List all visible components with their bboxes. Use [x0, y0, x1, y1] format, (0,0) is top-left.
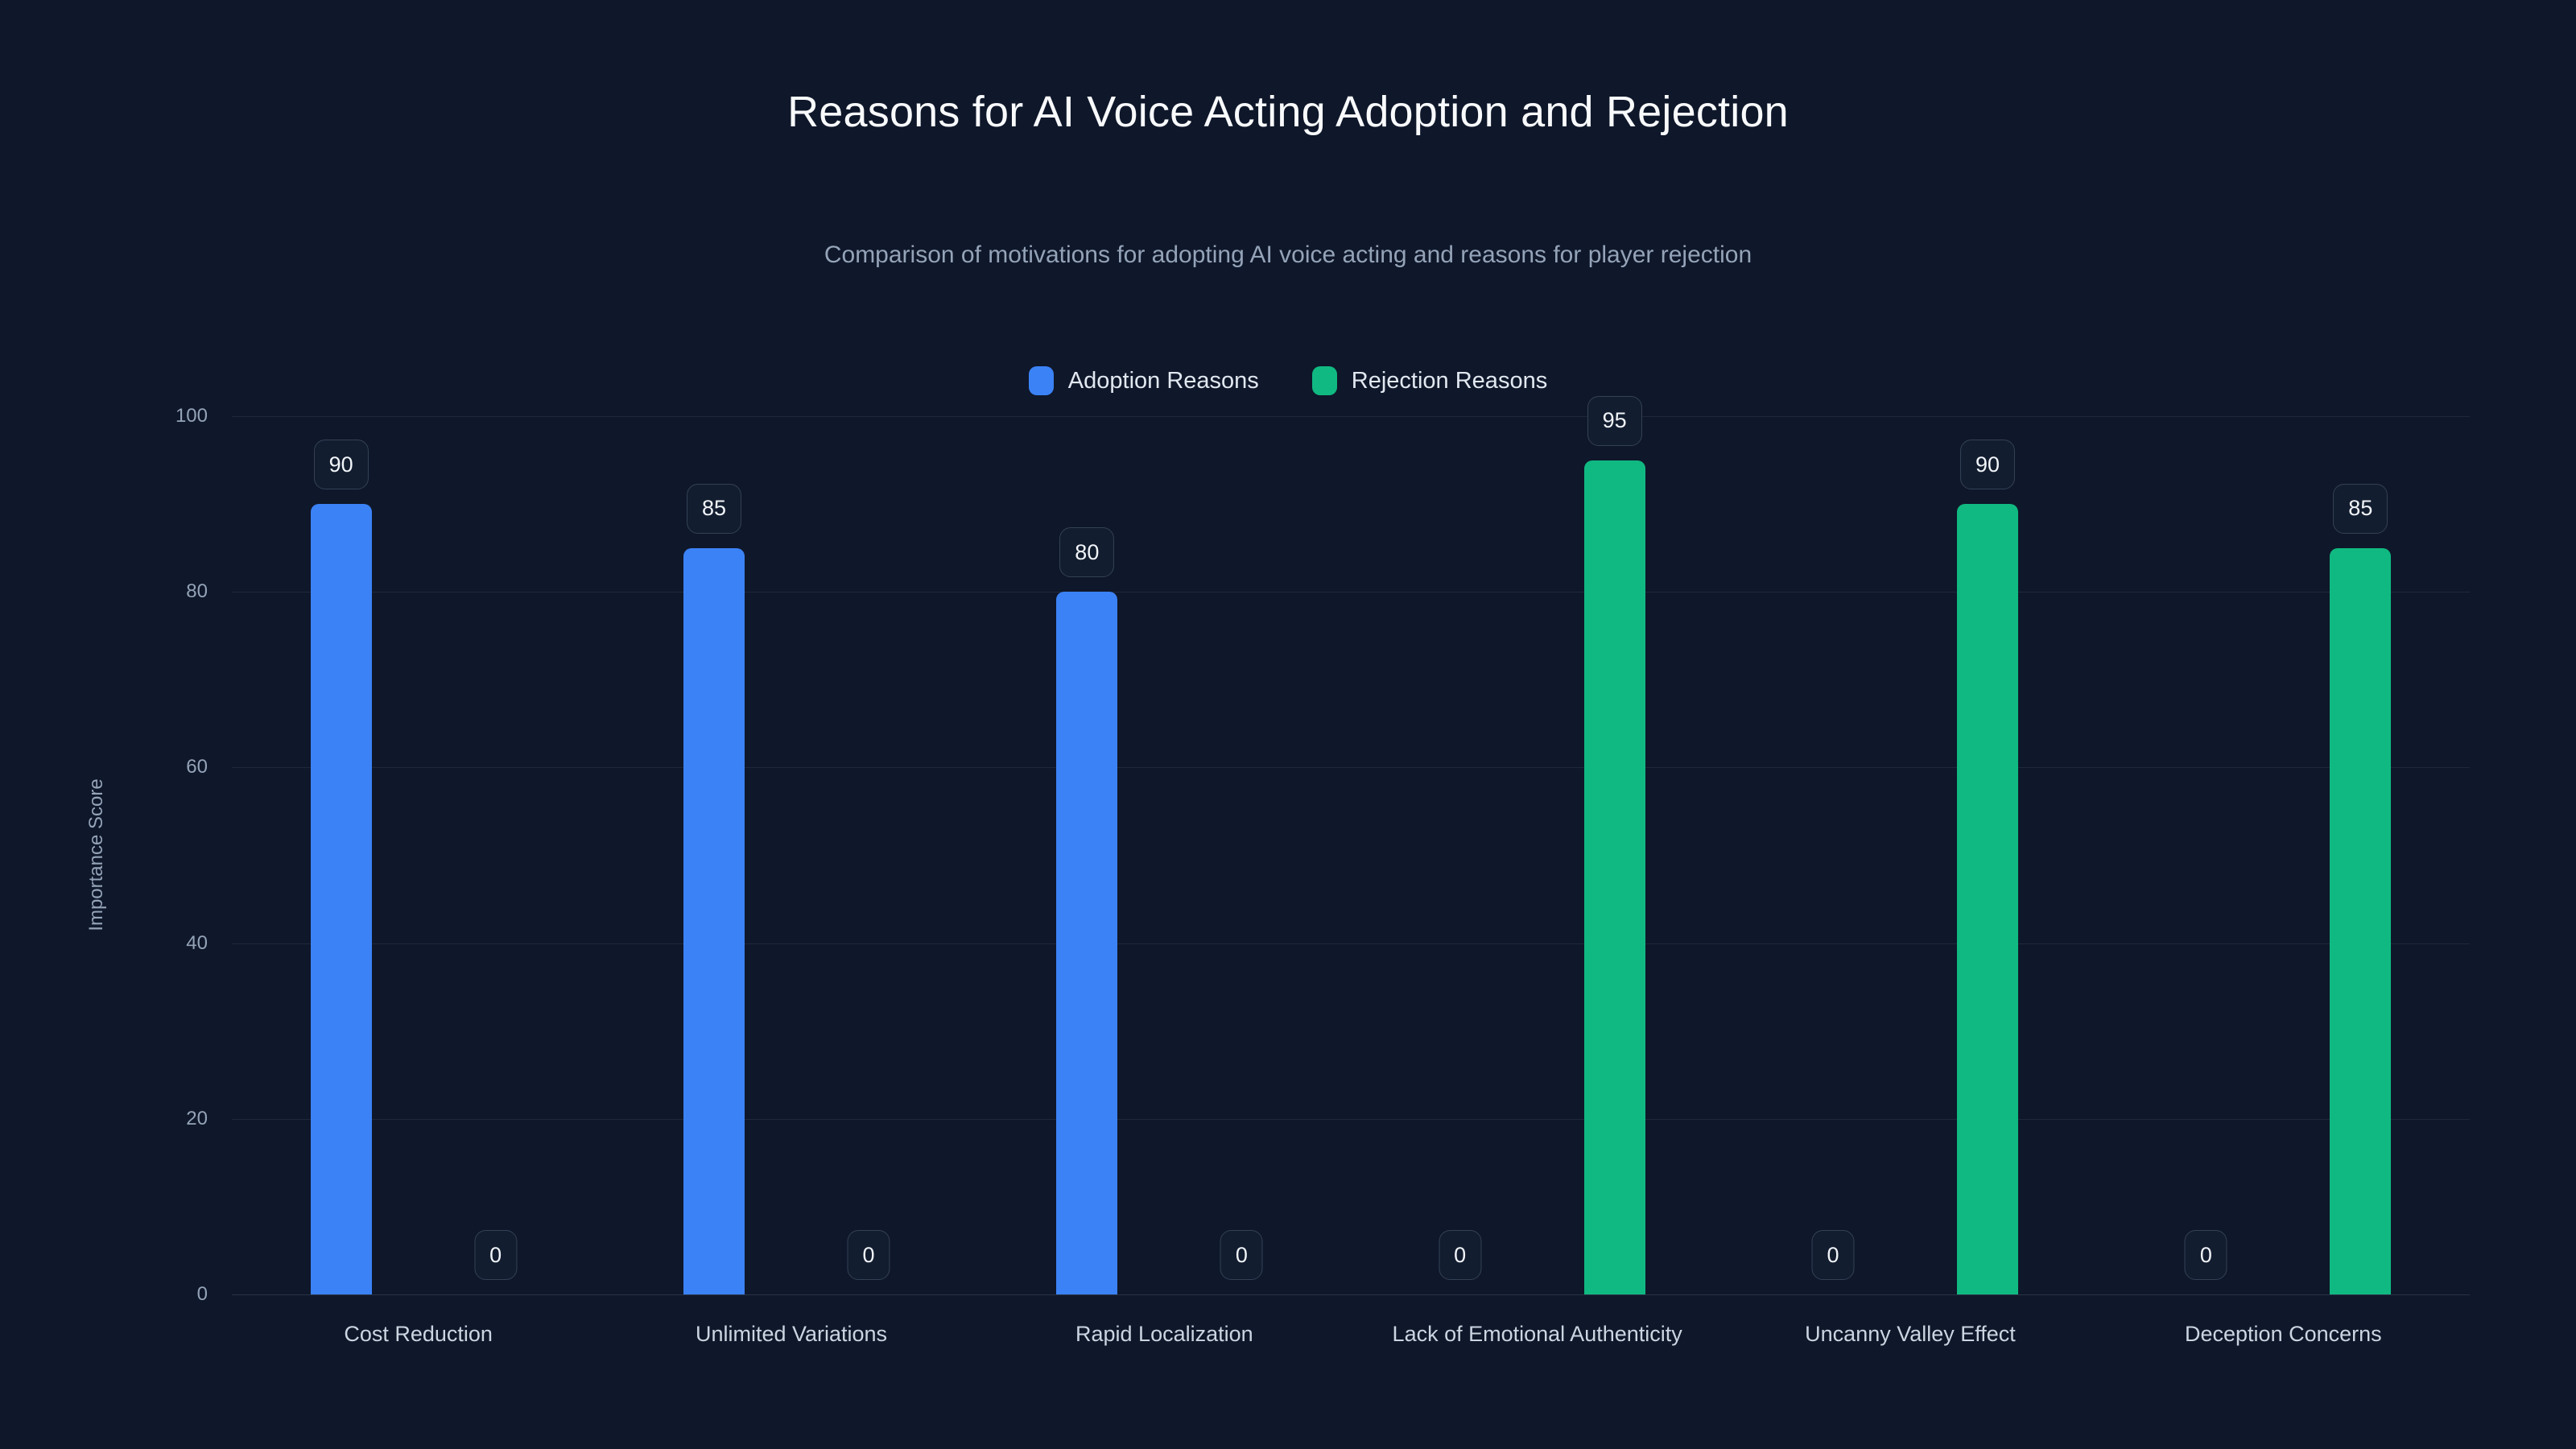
bar-0-0[interactable]: [310, 504, 372, 1294]
value-label-1-3: 95: [1587, 395, 1642, 446]
y-tick-label-0: 0: [196, 1283, 208, 1305]
value-label-0-4: 0: [1811, 1230, 1855, 1280]
x-axis-label-2: Rapid Localization: [1075, 1322, 1253, 1346]
bar-1-3[interactable]: [1583, 460, 1645, 1294]
x-axis-label-5: Deception Concerns: [2185, 1322, 2382, 1346]
bar-0-1[interactable]: [683, 547, 745, 1294]
y-tick-label-80: 80: [186, 580, 208, 603]
x-axis-label-0: Cost Reduction: [344, 1322, 493, 1346]
y-tick-label-20: 20: [186, 1107, 208, 1129]
bar-0-2[interactable]: [1056, 592, 1118, 1294]
gridline-60: [232, 767, 2470, 769]
value-label-0-1: 85: [686, 483, 742, 534]
value-label-1-2: 0: [1220, 1230, 1263, 1280]
bar-1-5[interactable]: [2330, 547, 2392, 1294]
bar-1-4[interactable]: [1957, 504, 2018, 1294]
x-axis-labels: Cost Reduction Unlimited Variations Rapid …: [232, 0, 2470, 1449]
value-label-1-4: 90: [1959, 440, 2016, 490]
bars-layer: [232, 416, 2470, 1294]
value-labels-layer: 90 0 85 0 80 0 0 95 0 90 0 85: [232, 395, 2470, 1294]
gridline-20: [232, 1118, 2470, 1120]
value-label-0-5: 0: [2184, 1230, 2227, 1280]
value-label-1-1: 0: [847, 1230, 890, 1280]
y-tick-label-40: 40: [186, 931, 208, 954]
y-tick-label-60: 60: [186, 756, 208, 778]
y-tick-label-100: 100: [175, 405, 208, 427]
value-label-0-3: 0: [1439, 1230, 1482, 1280]
y-axis-ticks: 0 20 40 60 80 100: [175, 405, 2470, 1305]
chart-subtitle: Comparison of motivations for adopting A…: [824, 242, 1752, 268]
x-axis-label-1: Unlimited Variations: [695, 1322, 888, 1346]
value-label-1-0: 0: [474, 1230, 518, 1280]
x-axis-label-3: Lack of Emotional Authenticity: [1392, 1322, 1682, 1346]
x-axis-label-4: Uncanny Valley Effect: [1805, 1322, 2016, 1346]
value-label-1-5: 85: [2333, 483, 2388, 534]
gridline-0: [232, 1294, 2470, 1295]
chart-title: Reasons for AI Voice Acting Adoption and…: [787, 88, 1789, 136]
gridline-100: [232, 416, 2470, 417]
gridline-40: [232, 943, 2470, 944]
plot-area: [232, 416, 2470, 1295]
value-label-0-2: 80: [1059, 527, 1115, 578]
y-axis-label: Importance Score: [85, 778, 107, 931]
value-label-0-0: 90: [313, 440, 369, 490]
